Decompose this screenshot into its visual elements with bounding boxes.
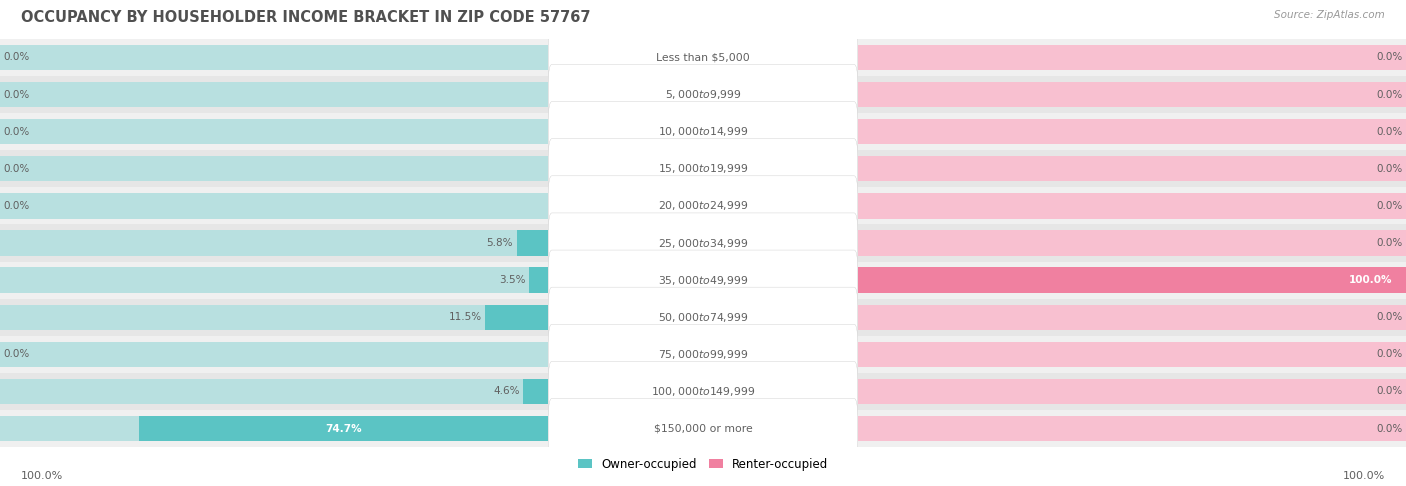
FancyBboxPatch shape — [548, 250, 858, 310]
Text: 0.0%: 0.0% — [1376, 164, 1403, 174]
Text: $75,000 to $99,999: $75,000 to $99,999 — [658, 348, 748, 361]
Bar — [858, 267, 1406, 293]
Text: 0.0%: 0.0% — [1376, 52, 1403, 62]
Bar — [0, 225, 1406, 261]
FancyBboxPatch shape — [548, 27, 858, 87]
Bar — [0, 230, 548, 256]
Text: $5,000 to $9,999: $5,000 to $9,999 — [665, 88, 741, 101]
Bar — [0, 76, 1406, 113]
Bar — [485, 305, 548, 330]
Text: $25,000 to $34,999: $25,000 to $34,999 — [658, 237, 748, 249]
FancyBboxPatch shape — [548, 213, 858, 273]
Bar — [0, 267, 548, 293]
Text: OCCUPANCY BY HOUSEHOLDER INCOME BRACKET IN ZIP CODE 57767: OCCUPANCY BY HOUSEHOLDER INCOME BRACKET … — [21, 10, 591, 25]
Bar — [0, 187, 1406, 225]
Text: 4.6%: 4.6% — [494, 386, 520, 397]
Bar — [0, 45, 548, 70]
Bar — [0, 261, 1406, 299]
Bar — [858, 156, 1406, 181]
FancyBboxPatch shape — [548, 102, 858, 162]
Text: 0.0%: 0.0% — [3, 52, 30, 62]
Text: 0.0%: 0.0% — [3, 349, 30, 359]
Text: 100.0%: 100.0% — [21, 471, 63, 481]
Text: Source: ZipAtlas.com: Source: ZipAtlas.com — [1274, 10, 1385, 20]
Bar — [0, 39, 1406, 76]
Bar — [858, 230, 1406, 256]
Bar — [0, 193, 548, 219]
Bar — [858, 45, 1406, 70]
Text: $150,000 or more: $150,000 or more — [654, 424, 752, 434]
Bar — [858, 82, 1406, 107]
Bar — [0, 119, 548, 144]
Bar — [858, 119, 1406, 144]
Text: $35,000 to $49,999: $35,000 to $49,999 — [658, 274, 748, 287]
Text: 74.7%: 74.7% — [325, 424, 361, 434]
Text: 0.0%: 0.0% — [3, 89, 30, 100]
Bar — [0, 342, 548, 367]
Bar — [529, 267, 548, 293]
Bar — [0, 336, 1406, 373]
Text: $100,000 to $149,999: $100,000 to $149,999 — [651, 385, 755, 398]
Bar — [0, 379, 548, 404]
Text: 11.5%: 11.5% — [449, 312, 482, 322]
Text: $50,000 to $74,999: $50,000 to $74,999 — [658, 311, 748, 324]
Text: 0.0%: 0.0% — [3, 127, 30, 137]
Bar — [139, 416, 548, 441]
Bar — [0, 416, 548, 441]
Text: Less than $5,000: Less than $5,000 — [657, 52, 749, 62]
Text: $20,000 to $24,999: $20,000 to $24,999 — [658, 199, 748, 212]
Text: 0.0%: 0.0% — [3, 164, 30, 174]
Text: 0.0%: 0.0% — [1376, 424, 1403, 434]
Bar — [523, 379, 548, 404]
FancyBboxPatch shape — [548, 287, 858, 347]
Legend: Owner-occupied, Renter-occupied: Owner-occupied, Renter-occupied — [572, 453, 834, 475]
FancyBboxPatch shape — [548, 324, 858, 384]
Bar — [0, 82, 548, 107]
Text: 0.0%: 0.0% — [1376, 312, 1403, 322]
Bar — [858, 193, 1406, 219]
Bar — [0, 113, 1406, 150]
Text: 100.0%: 100.0% — [1348, 275, 1392, 285]
Bar — [0, 373, 1406, 410]
Bar — [516, 230, 548, 256]
Text: $10,000 to $14,999: $10,000 to $14,999 — [658, 125, 748, 138]
Bar — [858, 416, 1406, 441]
Bar — [858, 267, 1406, 293]
FancyBboxPatch shape — [548, 399, 858, 459]
FancyBboxPatch shape — [548, 139, 858, 199]
Text: 0.0%: 0.0% — [1376, 238, 1403, 248]
FancyBboxPatch shape — [548, 65, 858, 124]
Bar — [0, 410, 1406, 447]
Text: 100.0%: 100.0% — [1343, 471, 1385, 481]
Text: 0.0%: 0.0% — [1376, 89, 1403, 100]
Text: $15,000 to $19,999: $15,000 to $19,999 — [658, 162, 748, 175]
Text: 5.8%: 5.8% — [486, 238, 513, 248]
FancyBboxPatch shape — [548, 362, 858, 421]
FancyBboxPatch shape — [548, 176, 858, 236]
Text: 0.0%: 0.0% — [1376, 349, 1403, 359]
Bar — [858, 305, 1406, 330]
Bar — [858, 342, 1406, 367]
Text: 3.5%: 3.5% — [499, 275, 526, 285]
Bar — [0, 305, 548, 330]
Text: 0.0%: 0.0% — [1376, 386, 1403, 397]
Text: 0.0%: 0.0% — [1376, 127, 1403, 137]
Text: 0.0%: 0.0% — [1376, 201, 1403, 211]
Bar — [0, 156, 548, 181]
Bar — [858, 379, 1406, 404]
Bar — [0, 299, 1406, 336]
Text: 0.0%: 0.0% — [3, 201, 30, 211]
Bar — [0, 150, 1406, 187]
